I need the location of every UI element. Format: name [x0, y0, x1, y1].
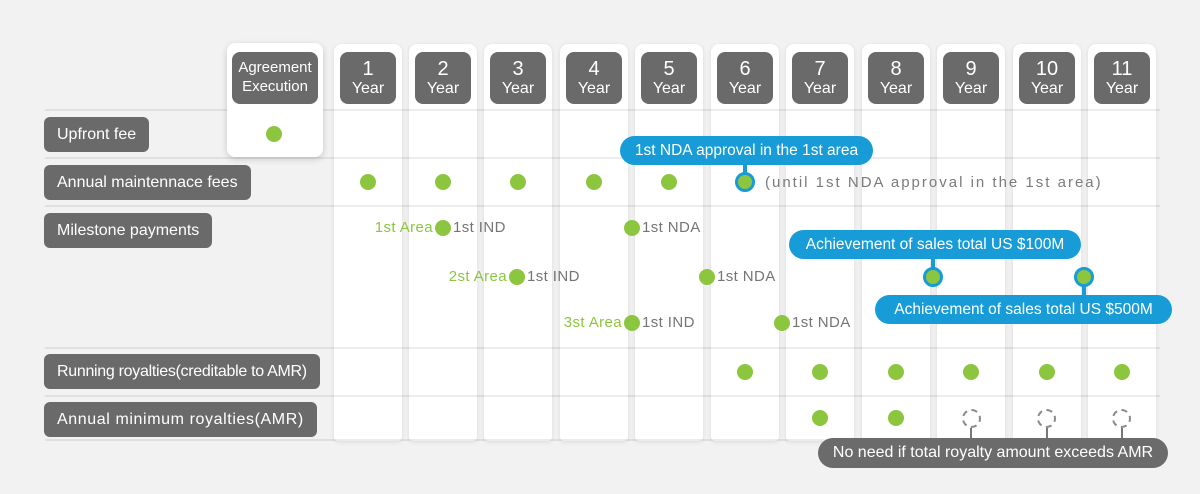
milestone-area-2-ind-label: 1st IND [527, 268, 580, 285]
year-word: Year [728, 80, 762, 98]
payment-dot-maintenance-y4 [586, 174, 602, 190]
milestone-dot-area2-nda [699, 269, 715, 285]
milestone-dot-area2-ind [509, 269, 525, 285]
column-header-year-11: 11 Year [1094, 52, 1150, 104]
milestone-dot-sales-100m [923, 267, 943, 287]
year-word: Year [501, 80, 535, 98]
milestone-area-1-ind-label: 1st IND [453, 219, 506, 236]
payment-dot-upfront [266, 126, 282, 142]
milestone-area-3-ind-label: 1st IND [642, 314, 695, 331]
year-number: 8 [890, 57, 902, 80]
callout-nda-approval: 1st NDA approval in the 1st area [620, 136, 873, 165]
year-word: Year [577, 80, 611, 98]
conditional-dot-amr-y10 [1037, 409, 1056, 428]
column-header-year-3: 3 Year [490, 52, 546, 104]
year-number: 5 [663, 57, 675, 80]
until-note: (until 1st NDA approval in the 1st area) [765, 174, 1103, 191]
note-stem-amr-y10 [1046, 428, 1048, 439]
conditional-dot-amr-y11 [1112, 409, 1131, 428]
callout-stem-nda-approval [743, 162, 747, 173]
header-line2: Execution [242, 78, 308, 95]
payment-dot-running-y10 [1039, 364, 1055, 380]
row-label-running-royalties: Running royalties(creditable to AMR) [44, 354, 320, 389]
row-divider [45, 205, 1160, 207]
milestone-area-1-nda-label: 1st NDA [642, 219, 701, 236]
callout-stem-sales-100m [931, 257, 935, 268]
column-header-year-8: 8 Year [868, 52, 924, 104]
column-header-year-9: 9 Year [943, 52, 999, 104]
milestone-dot-area1-nda [624, 220, 640, 236]
note-amr-exceeds: No need if total royalty amount exceeds … [818, 438, 1168, 468]
year-word: Year [803, 80, 837, 98]
payment-dot-maintenance-y5 [661, 174, 677, 190]
column-header-year-10: 10 Year [1019, 52, 1075, 104]
year-number: 9 [965, 57, 977, 80]
payment-dot-running-y6 [737, 364, 753, 380]
milestone-dot-area1-ind [435, 220, 451, 236]
year-number: 11 [1111, 57, 1133, 80]
payment-dot-running-y9 [963, 364, 979, 380]
milestone-dot-area3-ind [624, 315, 640, 331]
year-column-1 [334, 44, 402, 441]
row-label-upfront-fee: Upfront fee [44, 117, 150, 152]
year-number: 4 [588, 57, 600, 80]
row-label-annual-maintenance-fees: Annual maintennace fees [44, 165, 251, 200]
year-word: Year [954, 80, 988, 98]
payment-dot-maintenance-y3 [510, 174, 526, 190]
row-divider [45, 157, 1160, 159]
payment-dot-running-y8 [888, 364, 904, 380]
year-column-4 [560, 44, 628, 441]
column-header-year-5: 5 Year [641, 52, 697, 104]
milestone-area-2-label: 2st Area [448, 268, 507, 285]
column-header-year-6: 6 Year [717, 52, 773, 104]
row-divider [45, 109, 1160, 111]
year-column-5 [635, 44, 703, 441]
milestone-area-1-label: 1st Area [374, 219, 433, 236]
year-word: Year [351, 80, 385, 98]
row-divider [45, 347, 1160, 349]
column-header-agreement: Agreement Execution [232, 52, 318, 104]
row-label-annual-minimum-royalties: Annual minimum royalties(AMR) [44, 402, 317, 437]
year-word: Year [1030, 80, 1064, 98]
year-number: 7 [814, 57, 826, 80]
year-number: 1 [362, 57, 374, 80]
milestone-area-3-nda-label: 1st NDA [792, 314, 851, 331]
year-word: Year [879, 80, 913, 98]
row-label-milestone-payments: Milestone payments [44, 213, 213, 248]
year-number: 6 [739, 57, 751, 80]
payment-dot-amr-y7 [812, 410, 828, 426]
year-number: 10 [1035, 57, 1059, 80]
column-header-year-1: 1 Year [340, 52, 396, 104]
conditional-dot-amr-y9 [962, 409, 981, 428]
milestone-dot-sales-500m [1074, 267, 1094, 287]
year-number: 2 [437, 57, 449, 80]
note-stem-amr-y11 [1121, 428, 1123, 439]
header-line1: Agreement [238, 59, 312, 77]
payment-dot-amr-y8 [888, 410, 904, 426]
payment-dot-running-y11 [1114, 364, 1130, 380]
year-word: Year [1105, 80, 1139, 98]
payment-dot-maintenance-y6-nda-event [735, 172, 755, 192]
callout-stem-sales-500m [1082, 286, 1086, 296]
column-header-year-2: 2 Year [415, 52, 471, 104]
note-stem-amr-y9 [970, 428, 972, 439]
column-header-year-4: 4 Year [566, 52, 622, 104]
milestone-dot-area3-nda [774, 315, 790, 331]
year-word: Year [652, 80, 686, 98]
year-word: Year [426, 80, 460, 98]
year-column-2 [409, 44, 477, 441]
payment-dot-running-y7 [812, 364, 828, 380]
milestone-area-2-nda-label: 1st NDA [717, 268, 776, 285]
payment-dot-maintenance-y2 [435, 174, 451, 190]
row-divider [45, 439, 1160, 441]
callout-sales-500m: Achievement of sales total US $500M [875, 295, 1172, 324]
payment-dot-maintenance-y1 [360, 174, 376, 190]
callout-sales-100m: Achievement of sales total US $100M [789, 230, 1081, 259]
row-divider [45, 395, 1160, 397]
year-number: 3 [512, 57, 524, 80]
milestone-area-3-label: 3st Area [563, 314, 622, 331]
year-column-3 [484, 44, 552, 441]
column-header-year-7: 7 Year [792, 52, 848, 104]
